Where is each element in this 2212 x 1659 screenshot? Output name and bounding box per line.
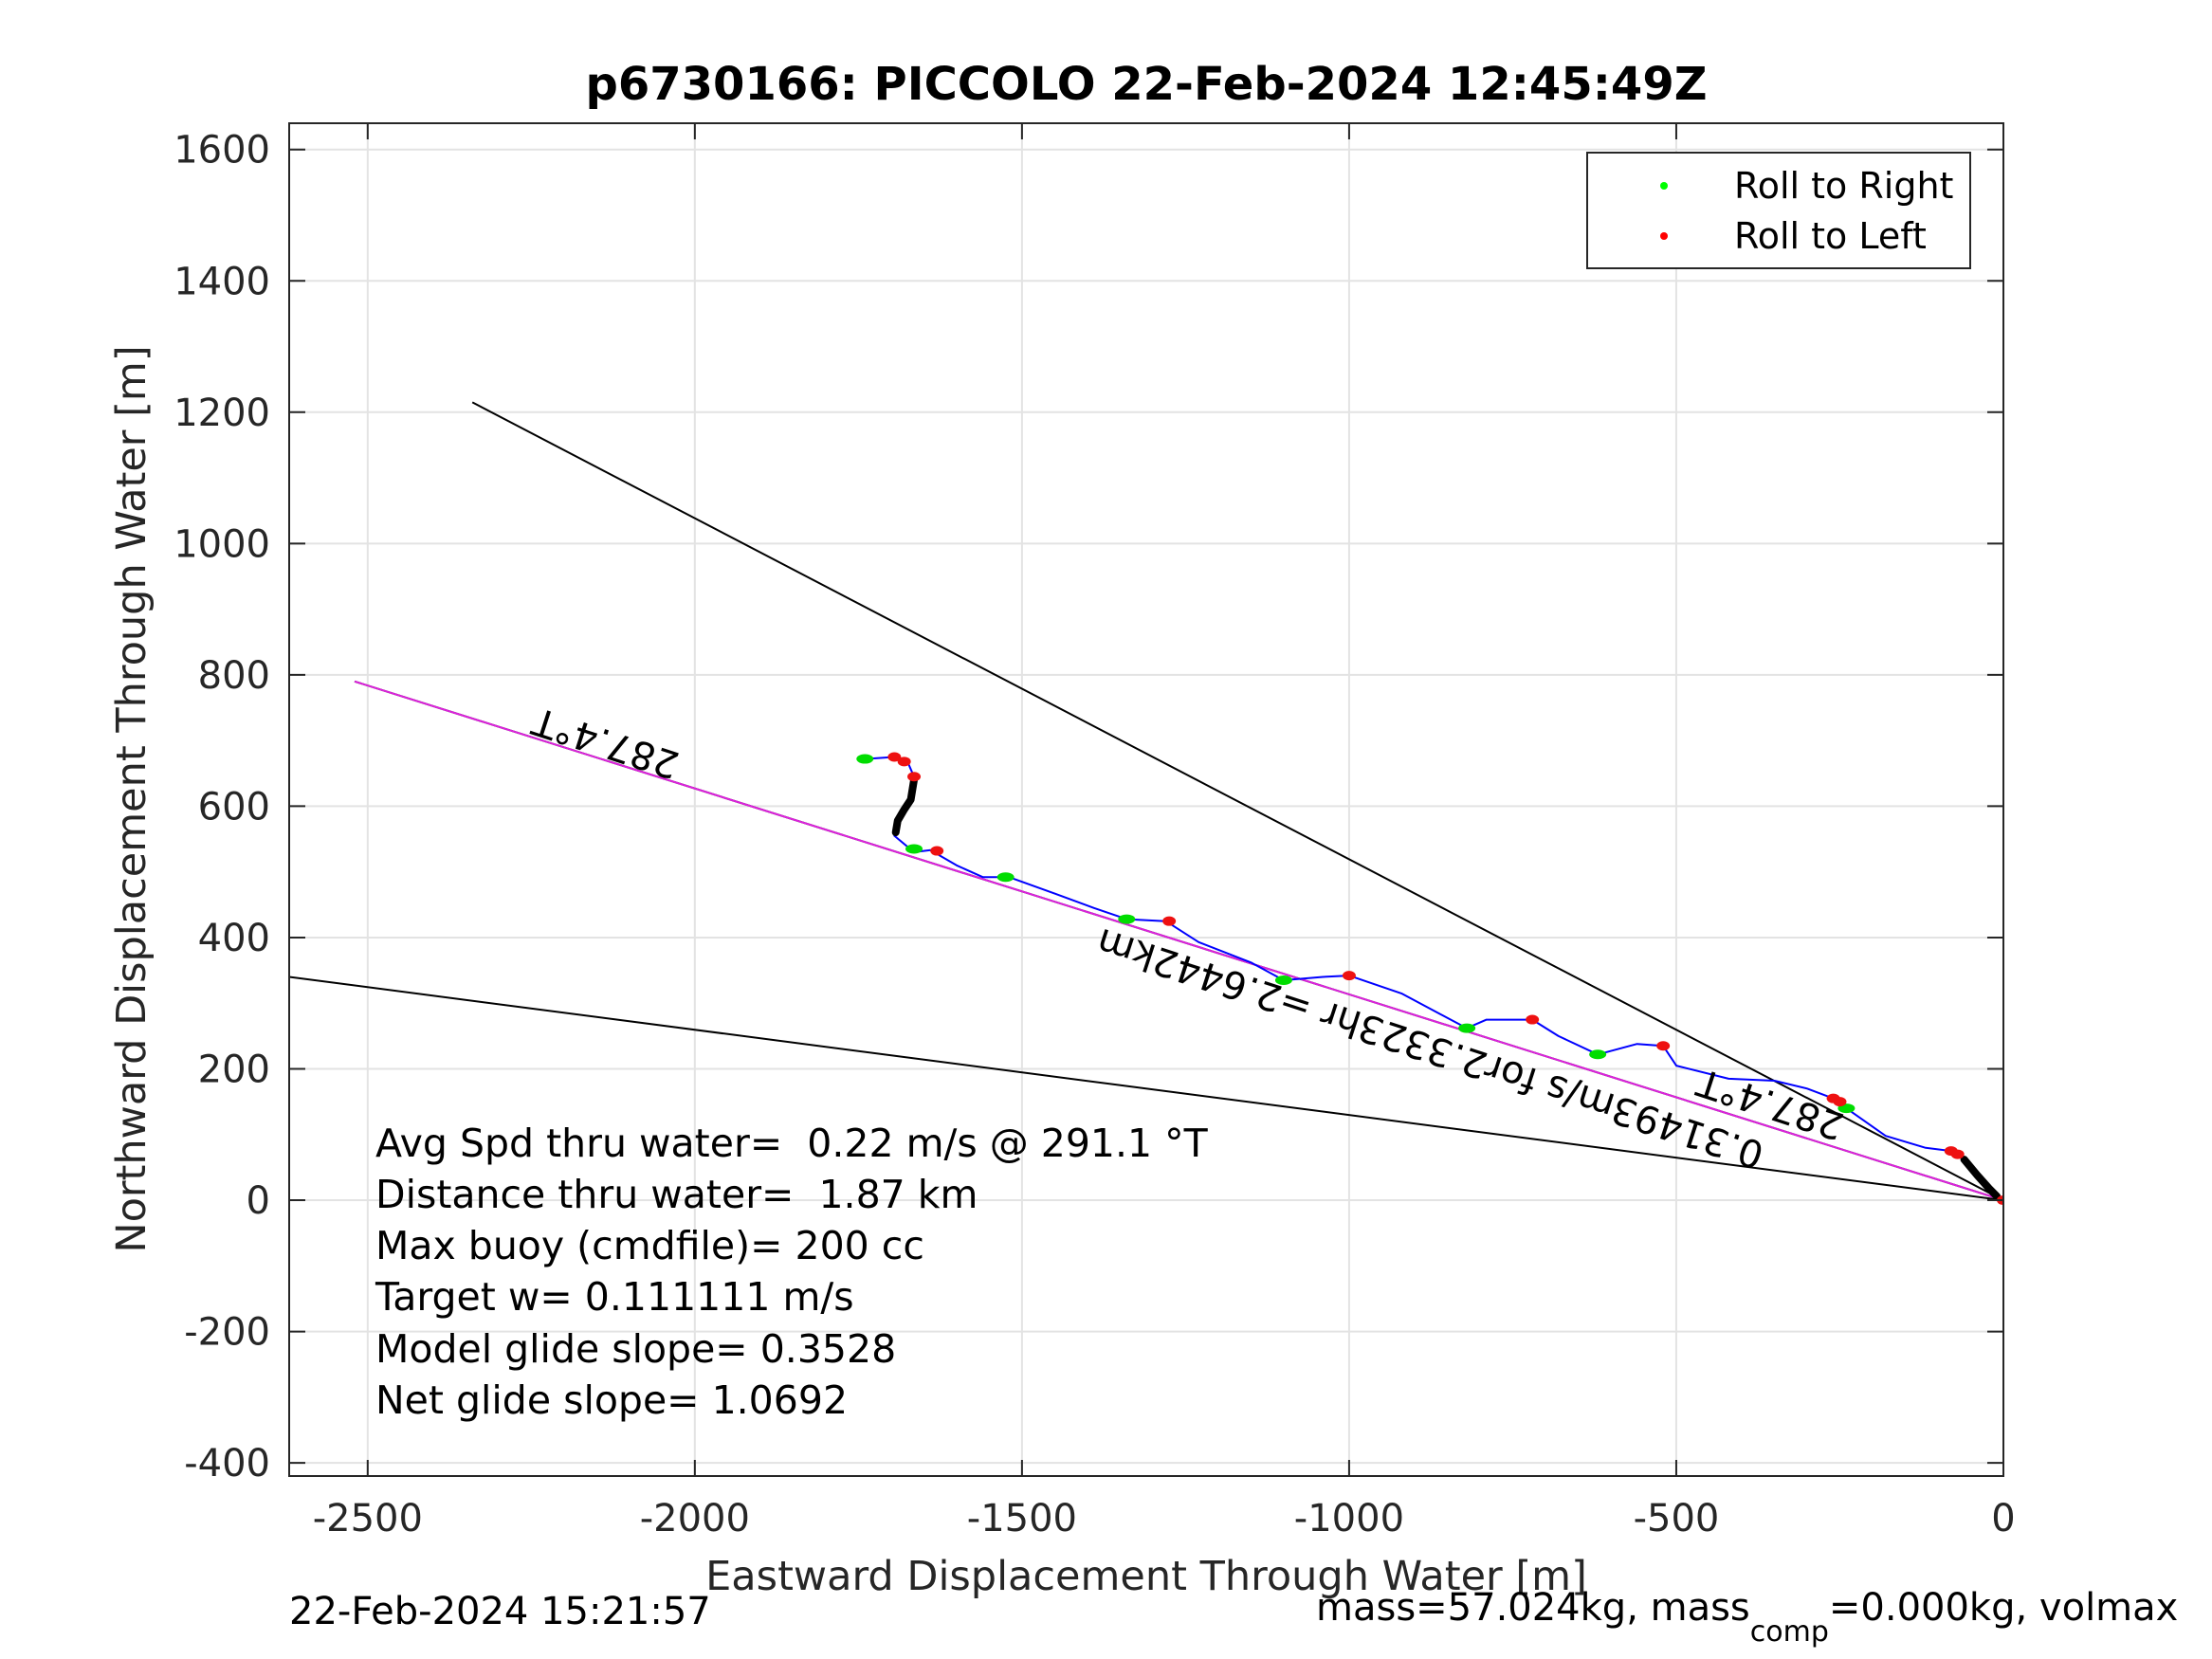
- y-axis-label: Northward Displacement Through Water [m]: [108, 345, 155, 1252]
- plot-frame: [288, 122, 2004, 1477]
- reference-line: [289, 975, 2003, 1202]
- stats-block: Avg Spd thru water= 0.22 m/s @ 291.1 °T …: [375, 1121, 1209, 1423]
- footer-mass: mass=57.024kg, masscomp=0.000kg, volmax: [1316, 1586, 2178, 1649]
- roll-markers: [856, 752, 2003, 1206]
- axis-ticks: -2500 -2000 -1500 -1000 -500 0-400-2000200400…: [174, 123, 2016, 1540]
- y-tick-label: 1400: [174, 260, 270, 303]
- y-tick-label: 0: [247, 1179, 270, 1223]
- reference-line: [471, 401, 2003, 1201]
- roll-right-point: [1274, 975, 1292, 985]
- x-axis-label: Eastward Displacement Through Water [m]: [705, 1553, 1587, 1600]
- legend-box: [1586, 152, 1971, 269]
- roll-left-point: [907, 772, 922, 782]
- footer-mass-sub: comp: [1750, 1615, 1829, 1649]
- x-tick-label: -2000: [640, 1497, 750, 1540]
- x-tick-label: -1000: [1294, 1497, 1404, 1540]
- stat-max-buoy: Max buoy (cmdfile)= 200 cc: [375, 1223, 924, 1268]
- y-tick-label: 200: [198, 1048, 270, 1092]
- x-tick-label: -500: [1634, 1497, 1720, 1540]
- roll-right-point: [856, 754, 874, 764]
- footer-timestamp: 22-Feb-2024 15:21:57: [289, 1590, 711, 1633]
- stat-distance: Distance thru water= 1.87 km: [375, 1172, 978, 1217]
- dive-segment: [891, 775, 918, 837]
- stat-net-glide: Net glide slope= 1.0692: [375, 1377, 848, 1423]
- roll-left-point: [1526, 1014, 1540, 1025]
- reference-lines: [289, 401, 2003, 1202]
- roll-left-point: [1162, 916, 1177, 926]
- roll-left-point: [1833, 1097, 1847, 1107]
- roll-right-point: [1458, 1023, 1476, 1033]
- roll-left-point: [1342, 971, 1356, 981]
- grid-lines: [289, 123, 2004, 1476]
- roll-right-point: [905, 844, 923, 854]
- legend-label-roll-right: Roll to Right: [1734, 165, 1953, 207]
- x-tick-label: 0: [1991, 1497, 2015, 1540]
- plot-area: [289, 123, 2003, 1476]
- roll-left-point: [897, 757, 911, 767]
- chart-title: p6730166: PICCOLO 22-Feb-2024 12:45:49Z: [585, 58, 1707, 111]
- legend-marker-roll-right: [1660, 182, 1668, 190]
- y-tick-label: -400: [184, 1442, 270, 1486]
- roll-right-point: [996, 872, 1015, 883]
- reference-line: [354, 680, 2003, 1202]
- dive-segment: [1960, 1156, 2002, 1200]
- legend: Roll to Right Roll to Left: [1586, 152, 1971, 269]
- y-tick-label: 1200: [174, 392, 270, 435]
- y-tick-label: 400: [198, 917, 270, 960]
- roll-left-point: [1656, 1041, 1671, 1051]
- x-tick-label: -2500: [313, 1497, 423, 1540]
- roll-left-point: [887, 752, 902, 762]
- y-tick-label: 1000: [174, 522, 270, 566]
- y-tick-label: -200: [184, 1311, 270, 1355]
- roll-left-point: [1950, 1149, 1965, 1159]
- stat-model-glide: Model glide slope= 0.3528: [375, 1326, 896, 1372]
- footer-mass-suffix: =0.000kg, volmax: [1829, 1586, 2178, 1630]
- legend-label-roll-left: Roll to Left: [1734, 215, 1927, 257]
- roll-left-point: [930, 846, 944, 856]
- stat-avg-speed: Avg Spd thru water= 0.22 m/s @ 291.1 °T: [375, 1121, 1209, 1166]
- legend-marker-roll-left: [1660, 232, 1668, 240]
- x-tick-label: -1500: [967, 1497, 1077, 1540]
- stat-target-w: Target w= 0.111111 m/s: [375, 1274, 854, 1320]
- roll-right-point: [1589, 1049, 1607, 1060]
- y-tick-label: 600: [198, 785, 270, 829]
- roll-right-point: [1118, 914, 1136, 924]
- y-tick-label: 1600: [174, 129, 270, 173]
- footer-mass-prefix: mass=57.024kg, mass: [1316, 1586, 1750, 1630]
- y-tick-label: 800: [198, 654, 270, 698]
